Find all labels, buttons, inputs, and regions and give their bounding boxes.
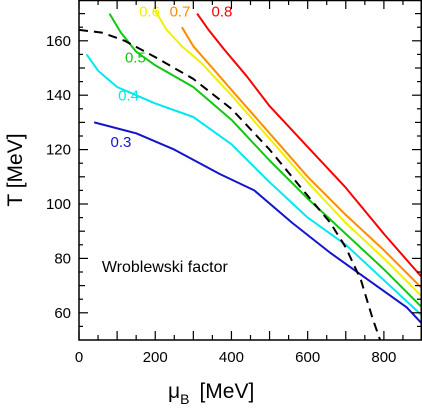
x-tick-label: 800 [371, 349, 396, 366]
series-label-0-7: 0.7 [170, 3, 191, 20]
series-line-0-6 [154, 10, 422, 298]
x-axis-title-units: [MeV] [199, 380, 254, 403]
x-axis-title-main: μ [168, 380, 180, 403]
x-tick-label: 600 [295, 349, 320, 366]
y-tick-label: 140 [46, 87, 71, 104]
series-line-boundary [79, 28, 382, 340]
series-layer [79, 10, 422, 340]
y-axis-title: T [MeV] [4, 133, 27, 206]
x-tick-label: 400 [219, 349, 244, 366]
y-tick-label: 100 [46, 196, 71, 213]
series-line-0-5 [108, 13, 422, 309]
axis-ticks: 0 200 400 600 800 60 80 100 120 140 160 [46, 0, 422, 366]
series-label-0-4: 0.4 [118, 88, 139, 105]
y-tick-label: 60 [54, 305, 71, 322]
series-label-0-8: 0.8 [211, 3, 232, 20]
series-line-0-3 [93, 121, 422, 325]
y-tick-label: 120 [46, 142, 71, 159]
x-tick-label: 200 [143, 349, 168, 366]
series-line-0-8 [196, 13, 422, 279]
x-tick-label: 0 [75, 349, 83, 366]
series-line-0-7 [181, 26, 422, 290]
series-label-0-5: 0.5 [125, 50, 146, 67]
series-label-0-3: 0.3 [110, 134, 131, 151]
wroblewski-annotation: Wroblewski factor [102, 259, 229, 276]
x-axis-title: μB [MeV] [168, 380, 254, 407]
series-label-0-6: 0.6 [139, 3, 160, 20]
y-tick-label: 80 [54, 250, 71, 267]
x-axis-title-sub: B [180, 391, 189, 407]
y-tick-label: 160 [46, 33, 71, 50]
series-line-0-4 [85, 53, 422, 317]
